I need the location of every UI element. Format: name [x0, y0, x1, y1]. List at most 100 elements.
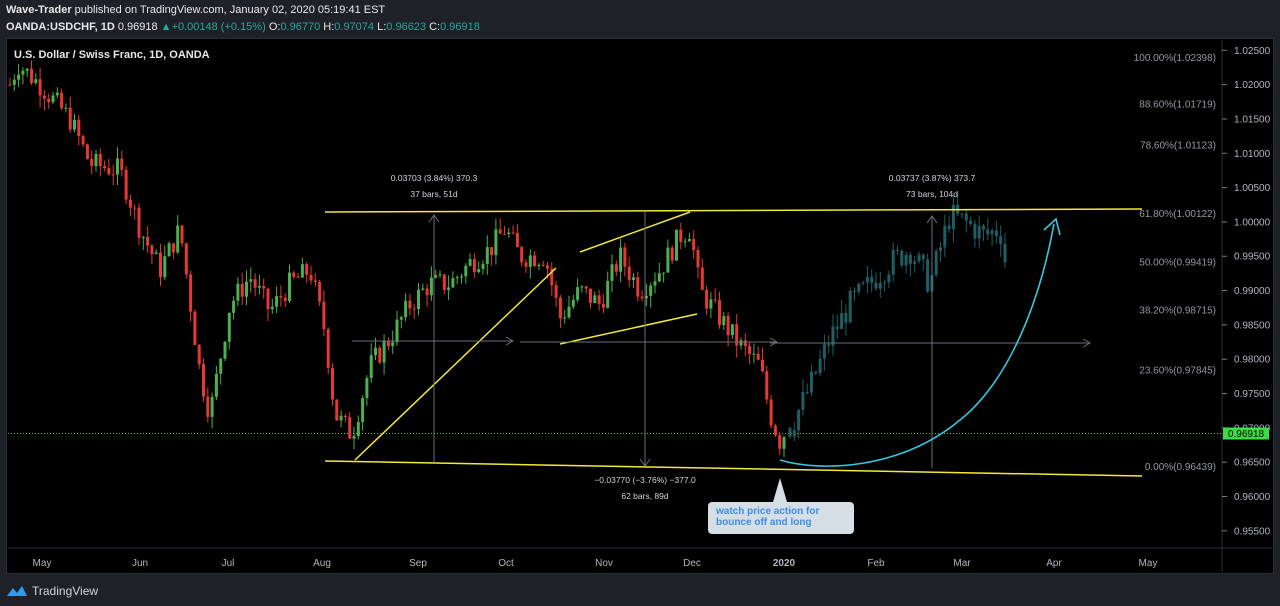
projection-body [913, 261, 917, 264]
candle-body [240, 283, 244, 297]
candle-body [464, 265, 468, 277]
measure-arrow-3 [639, 458, 651, 467]
candle-body [386, 341, 390, 347]
publish-line: Wave-Trader published on TradingView.com… [6, 3, 385, 17]
candle-body [12, 79, 16, 85]
candle-body [515, 232, 519, 248]
author-name[interactable]: Wave-Trader [6, 4, 72, 16]
symbol-label: OANDA:USDCHF, 1D [6, 21, 115, 33]
x-tick-label: Sep [409, 558, 427, 569]
candle-body [42, 95, 46, 99]
projection-body [797, 409, 801, 431]
candle-body [103, 166, 107, 169]
candle-body [606, 280, 610, 308]
candle-body [571, 299, 575, 307]
fib-level-label: 0.00%(0.96439) [1145, 462, 1216, 473]
candle-body [726, 316, 730, 336]
fib-level-label: 50.00%(0.99419) [1139, 257, 1216, 268]
candle-body [73, 119, 76, 130]
candle-body [300, 264, 304, 278]
last-price: 0.96918 [117, 21, 158, 33]
candle-body [305, 264, 309, 275]
candle-body [619, 247, 623, 272]
candle-body [17, 74, 21, 80]
chart-frame[interactable] [6, 38, 1274, 574]
candle-body [503, 233, 506, 235]
footer-brand[interactable]: TradingView [6, 584, 98, 598]
candle-body [154, 252, 158, 255]
y-tick-label: 0.99500 [1234, 252, 1271, 263]
x-tick-label: May [33, 558, 52, 569]
projection-body [801, 391, 805, 410]
y-tick-label: 0.98000 [1234, 355, 1271, 366]
candle-body [227, 312, 231, 342]
projection-body [887, 274, 891, 283]
y-tick-label: 1.01000 [1234, 149, 1271, 160]
rising-trendline [354, 267, 557, 461]
candle-body [343, 415, 347, 418]
x-tick-label: Aug [313, 558, 331, 569]
candle-body [417, 289, 420, 310]
fib-level-label: 88.60%(1.01719) [1139, 99, 1216, 110]
projection-body [947, 225, 951, 230]
projection-body [917, 254, 921, 262]
projection-body [921, 254, 925, 260]
measure-arrow-2 [926, 215, 938, 224]
projection-body [853, 290, 856, 292]
candle-body [21, 70, 25, 75]
projection-body [982, 225, 985, 230]
projection-body [896, 249, 899, 251]
y-tick-label: 0.96000 [1234, 492, 1271, 503]
candle-body [679, 229, 683, 242]
candle-body [567, 306, 571, 318]
candle-body [391, 342, 395, 347]
candle-body [124, 169, 128, 200]
candle-body [657, 273, 661, 282]
measure-arrow-3b [769, 337, 779, 347]
candle-body [111, 174, 115, 176]
candle-body [326, 329, 330, 369]
annotation-note[interactable]: watch price action for bounce off and lo… [708, 502, 854, 534]
published-text: published on TradingView.com, January 02… [71, 4, 386, 16]
projection-body [844, 313, 848, 323]
candle-body [580, 286, 584, 288]
candle-body [90, 158, 94, 167]
candle-body [700, 267, 704, 290]
measure-label-bars: 62 bars, 89d [621, 491, 669, 501]
flag-lower-line [559, 313, 698, 345]
measure-label-bars: 73 bars, 104d [906, 189, 958, 199]
candle-body [769, 399, 773, 426]
candle-body [219, 358, 223, 374]
note-pointer [773, 478, 787, 502]
candle-body [232, 300, 236, 313]
candle-body [485, 247, 489, 265]
projection-body [805, 391, 809, 393]
projection-body [827, 344, 831, 346]
candle-body [223, 341, 227, 359]
candle-body [369, 355, 373, 379]
candle-body [782, 437, 786, 449]
candle-body [636, 277, 640, 297]
candle-body [490, 247, 494, 256]
close-value: 0.96918 [440, 21, 480, 33]
candle-body [765, 371, 769, 400]
candle-body [189, 274, 193, 312]
candle-body [705, 289, 709, 309]
candle-body [382, 341, 386, 363]
x-tick-label: Jun [132, 558, 148, 569]
candle-body [421, 288, 425, 290]
candle-body [202, 364, 205, 397]
candle-body [279, 296, 283, 298]
y-tick-label: 0.95500 [1234, 526, 1271, 537]
low-label: L: [377, 21, 387, 33]
candle-body [550, 268, 554, 286]
candle-body [137, 207, 141, 238]
candle-body [644, 295, 648, 299]
candle-body [253, 279, 257, 288]
x-tick-label: May [1139, 558, 1158, 569]
low-value: 0.96623 [386, 21, 427, 33]
measure-arrow-1 [428, 214, 440, 223]
fib-level-label: 78.60%(1.01123) [1140, 140, 1216, 151]
candle-body [730, 324, 734, 336]
